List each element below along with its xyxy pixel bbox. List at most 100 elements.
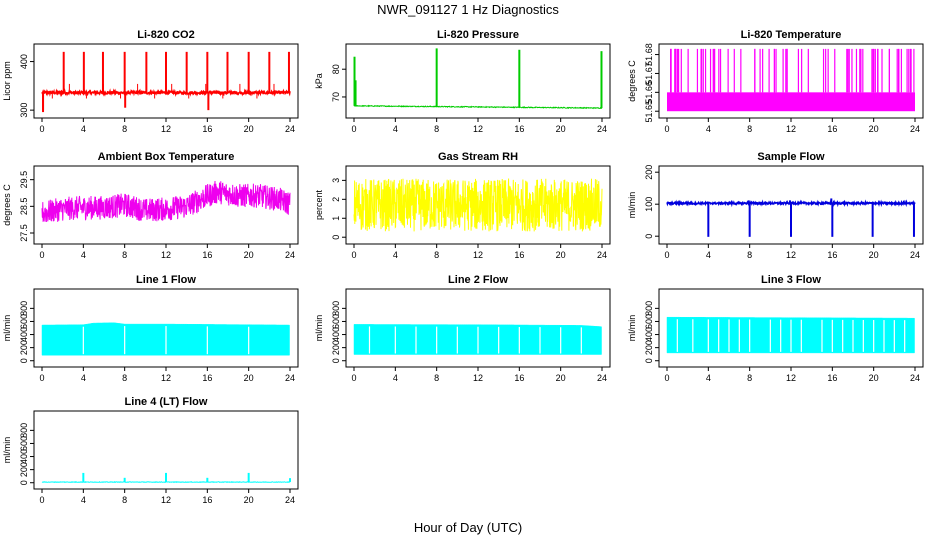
x-tick-label: 4 xyxy=(81,250,86,260)
y-axis-label: ml/min xyxy=(627,315,637,342)
y-axis-label: degrees C xyxy=(627,60,637,102)
x-tick-label: 0 xyxy=(351,124,356,134)
y-axis-label: ml/min xyxy=(627,192,637,219)
series-trace xyxy=(41,472,291,484)
y-tick-label: 300 xyxy=(19,103,29,118)
y-tick-label: 400 xyxy=(19,54,29,69)
x-tick-label: 24 xyxy=(285,250,295,260)
x-tick-label: 20 xyxy=(244,373,254,383)
y-axis-label: ml/min xyxy=(314,315,324,342)
x-tick-label: 12 xyxy=(161,250,171,260)
y-axis-label: kPa xyxy=(314,73,324,89)
x-tick-label: 8 xyxy=(434,124,439,134)
x-tick-label: 20 xyxy=(556,373,566,383)
panel-line4: Line 4 (LT) Flow ml/min 0 4 8 12 16 20 24 0 200400… xyxy=(2,396,299,505)
y-tick-label: 27.5 xyxy=(19,224,29,242)
x-tick-label: 8 xyxy=(434,373,439,383)
y-tick-label: 80 xyxy=(331,64,341,74)
x-tick-label: 24 xyxy=(285,373,295,383)
x-tick-label: 0 xyxy=(39,373,44,383)
y-tick-label: 0 xyxy=(19,480,29,485)
panel-line1: Line 1 Flow ml/min 0 4 8 12 16 20 24 0 20040060080… xyxy=(2,274,299,383)
x-tick-label: 8 xyxy=(122,124,127,134)
x-tick-label: 12 xyxy=(786,124,796,134)
series-trace xyxy=(353,48,603,110)
y-tick-label: 28.5 xyxy=(19,198,29,216)
x-tick-label: 0 xyxy=(39,250,44,260)
y-tick-label: 400 xyxy=(19,327,29,342)
x-tick-label: 24 xyxy=(285,124,295,134)
x-tick-label: 20 xyxy=(244,495,254,505)
x-tick-label: 16 xyxy=(202,373,212,383)
y-tick-label: 2 xyxy=(331,197,341,202)
x-tick-label: 0 xyxy=(351,250,356,260)
series-trace xyxy=(666,198,916,237)
x-tick-label: 8 xyxy=(122,250,127,260)
x-tick-label: 20 xyxy=(869,124,879,134)
panel-title: Line 1 Flow xyxy=(136,274,196,286)
x-tick-label: 16 xyxy=(827,250,837,260)
y-tick-label: 400 xyxy=(19,449,29,464)
x-tick-label: 16 xyxy=(202,495,212,505)
x-tick-label: 0 xyxy=(351,373,356,383)
panel-line2: Line 2 Flow ml/min 0 4 8 12 16 20 24 0 20040060080… xyxy=(314,274,611,383)
temp-band xyxy=(667,92,915,112)
x-tick-label: 0 xyxy=(664,250,669,260)
series-trace xyxy=(353,324,602,355)
series-line xyxy=(353,178,603,232)
y-tick-label: 200 xyxy=(19,340,29,355)
y-tick-label: 51.67 xyxy=(644,62,654,85)
y-tick-label: 600 xyxy=(644,314,654,329)
x-tick-label: 16 xyxy=(514,373,524,383)
x-tick-label: 8 xyxy=(434,250,439,260)
x-tick-label: 0 xyxy=(39,495,44,505)
x-tick-label: 4 xyxy=(706,250,711,260)
x-tick-label: 24 xyxy=(597,373,607,383)
panel-sample_flow: Sample Flow ml/min 0 4 8 12 16 20 24 0 100 200 xyxy=(627,151,924,260)
series-trace xyxy=(41,51,291,113)
x-tick-label: 8 xyxy=(747,373,752,383)
y-tick-label: 0 xyxy=(331,235,341,240)
x-tick-label: 12 xyxy=(473,373,483,383)
x-tick-label: 4 xyxy=(393,124,398,134)
series-trace xyxy=(353,178,603,232)
series-line xyxy=(353,104,603,110)
panel-title: Gas Stream RH xyxy=(438,151,518,163)
y-axis-label: percent xyxy=(314,189,324,220)
x-tick-label: 4 xyxy=(393,373,398,383)
y-tick-label: 51.66 xyxy=(644,81,654,104)
y-tick-label: 400 xyxy=(644,327,654,342)
x-tick-label: 4 xyxy=(81,495,86,505)
x-tick-label: 12 xyxy=(473,250,483,260)
x-tick-label: 0 xyxy=(664,124,669,134)
y-axis-label: degrees C xyxy=(2,184,12,226)
x-tick-label: 8 xyxy=(747,124,752,134)
y-tick-label: 800 xyxy=(19,301,29,316)
panel-title: Ambient Box Temperature xyxy=(98,151,235,163)
panel-title: Li-820 Pressure xyxy=(437,29,519,41)
y-axis-label: ml/min xyxy=(2,315,12,342)
series-trace xyxy=(667,48,915,112)
y-tick-label: 100 xyxy=(644,197,654,212)
x-tick-label: 20 xyxy=(869,250,879,260)
panel-co2: Li-820 CO2 Licor ppm 0 4 8 12 16 20 24 300 400 xyxy=(2,29,299,134)
x-tick-label: 24 xyxy=(910,373,920,383)
panel-pressure: Li-820 Pressure kPa 0 4 8 12 16 20 24 70 80 xyxy=(314,29,611,134)
panel-title: Line 3 Flow xyxy=(761,274,821,286)
x-tick-label: 12 xyxy=(473,124,483,134)
panel-title: Line 2 Flow xyxy=(448,274,508,286)
y-axis-label: Licor ppm xyxy=(2,61,12,101)
y-tick-label: 3 xyxy=(331,178,341,183)
x-tick-label: 8 xyxy=(122,373,127,383)
x-tick-label: 0 xyxy=(39,124,44,134)
x-tick-label: 0 xyxy=(664,373,669,383)
y-tick-label: 0 xyxy=(331,358,341,363)
x-tick-label: 12 xyxy=(161,124,171,134)
y-tick-label: 200 xyxy=(644,165,654,180)
figure-title: NWR_091127 1 Hz Diagnostics xyxy=(377,2,559,17)
x-tick-label: 20 xyxy=(869,373,879,383)
x-tick-label: 24 xyxy=(910,124,920,134)
x-tick-label: 12 xyxy=(161,495,171,505)
